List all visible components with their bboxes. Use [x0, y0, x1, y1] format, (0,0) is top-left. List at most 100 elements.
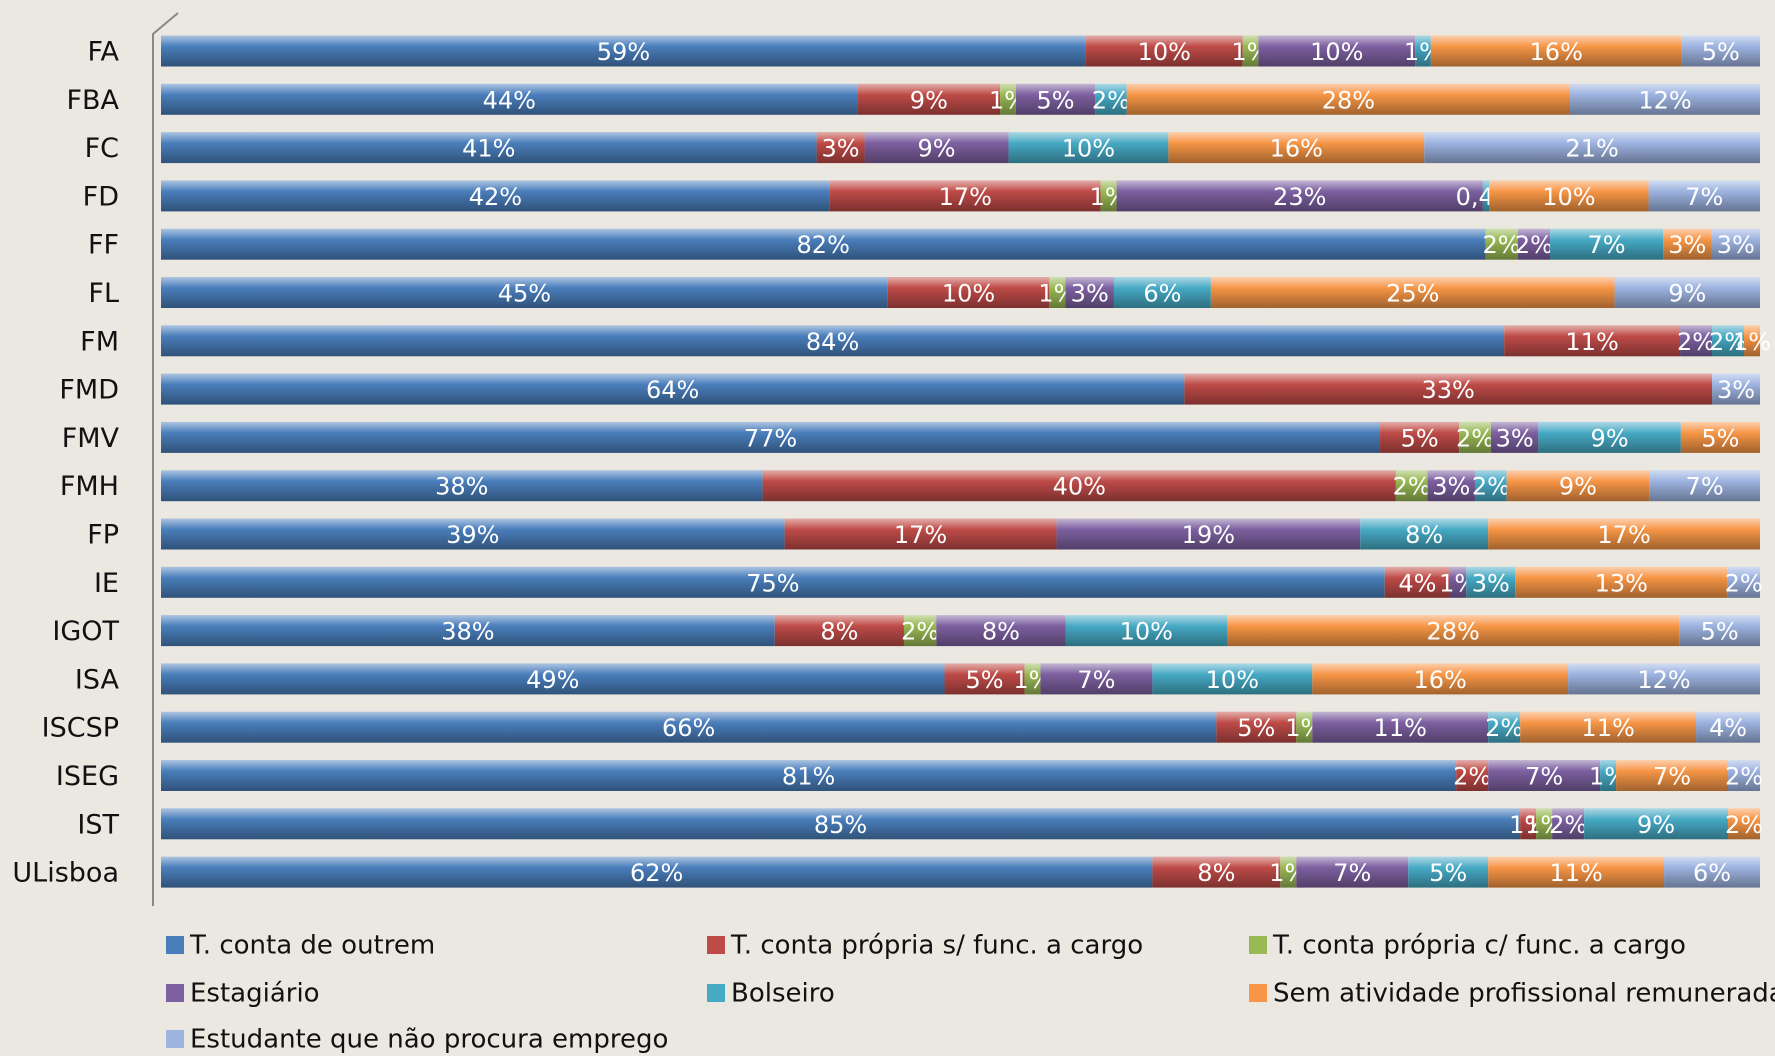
data-label: 5% [1701, 618, 1739, 646]
bar-segment [1380, 421, 1460, 453]
y-tick-label: IST [77, 809, 119, 840]
data-label: 17% [894, 521, 947, 549]
bar-segment [1126, 83, 1571, 115]
legend-label: Estudante que não procura emprego [190, 1025, 668, 1055]
bar-segment [161, 132, 817, 164]
bar-segment [1227, 615, 1680, 647]
bar-segment [1152, 856, 1281, 888]
bar-segment [1415, 35, 1431, 67]
y-tick-label: FD [83, 181, 119, 212]
bar-segment [161, 856, 1153, 888]
data-label: 28% [1322, 86, 1375, 114]
legend-label: Bolseiro [731, 979, 835, 1009]
data-label: 81% [782, 763, 835, 791]
bar-segment [1538, 421, 1681, 453]
bar-segment [1536, 808, 1553, 840]
data-label: 16% [1530, 38, 1583, 66]
data-label: 25% [1386, 280, 1439, 308]
bar-segment [1456, 760, 1489, 791]
bar-segment [1459, 421, 1491, 453]
data-label: 59% [597, 38, 650, 66]
data-label: 1% [1733, 328, 1771, 356]
data-label: 2% [1472, 473, 1510, 501]
data-label: 42% [469, 183, 522, 211]
bar-segment [1100, 180, 1117, 212]
data-label: 12% [1637, 666, 1690, 694]
data-label: 11% [1581, 714, 1634, 742]
bar-segment [1312, 711, 1489, 743]
bar-segment [1490, 421, 1539, 453]
data-label: 2% [1092, 86, 1130, 114]
data-label: 10% [1310, 38, 1363, 66]
bar-segment [1680, 325, 1713, 357]
data-label: 39% [446, 521, 499, 549]
bar-segment [1427, 470, 1476, 502]
data-label: 2% [1393, 473, 1431, 501]
data-label: 45% [498, 280, 551, 308]
y-tick-label: ISEG [56, 761, 119, 792]
data-label: 8% [1405, 521, 1443, 549]
data-label: 9% [917, 135, 955, 163]
data-label: 28% [1426, 618, 1479, 646]
data-label: 10% [1138, 38, 1191, 66]
bar-segment [857, 83, 1001, 115]
bar-segment [1550, 228, 1664, 260]
bar-segment [161, 760, 1457, 791]
bar-segment [1296, 856, 1409, 888]
data-label: 44% [483, 86, 536, 114]
data-label: 17% [939, 183, 992, 211]
data-label: 62% [630, 859, 683, 887]
bar-segment [1296, 711, 1313, 743]
bar-segment [161, 711, 1217, 743]
bar-segment [161, 373, 1185, 405]
data-label: 21% [1565, 135, 1618, 163]
data-label: 77% [744, 424, 797, 452]
bar-segment [1515, 566, 1728, 598]
data-label: 12% [1638, 86, 1691, 114]
bar-segment [161, 566, 1385, 598]
bar-segment [1408, 856, 1489, 888]
y-tick-label: ULisboa [12, 858, 119, 889]
data-label: 2% [1677, 328, 1715, 356]
y-tick-label: FBA [66, 85, 119, 116]
bar-segment [1570, 83, 1760, 115]
bar-segment [944, 663, 1025, 695]
bar-segment [161, 808, 1521, 840]
data-label: 9% [1668, 280, 1706, 308]
bar-segment [774, 615, 904, 647]
bar-segment [1424, 132, 1760, 164]
bar-segment [1712, 373, 1760, 405]
data-label: 8% [982, 618, 1020, 646]
data-label: 7% [1653, 763, 1691, 791]
data-label: 7% [1333, 859, 1371, 887]
y-tick-label: FMV [62, 423, 120, 454]
y-tick-label: FP [87, 520, 119, 551]
bar-segment [1312, 663, 1569, 695]
data-label: 2% [1453, 763, 1491, 791]
bar-segment [1488, 856, 1665, 888]
legend-swatch [166, 1030, 184, 1048]
bar-segment [1552, 808, 1585, 840]
data-label: 49% [526, 666, 579, 694]
data-label: 17% [1597, 521, 1650, 549]
bar-segment [1475, 470, 1507, 502]
bar-segment [903, 615, 937, 647]
bar-segment [1482, 180, 1490, 212]
data-label: 16% [1270, 135, 1323, 163]
bar-segment [1488, 518, 1760, 550]
bar-segment [829, 180, 1101, 212]
bar-segment [1728, 760, 1760, 791]
data-label: 2% [1725, 763, 1763, 791]
data-label: 19% [1182, 521, 1235, 549]
data-label: 66% [662, 714, 715, 742]
y-tick-label: FC [85, 133, 119, 164]
data-label: 64% [646, 376, 699, 404]
data-label: 13% [1595, 569, 1648, 597]
bar-segment [161, 470, 763, 502]
bar-segment [1168, 132, 1425, 164]
data-label: 33% [1422, 376, 1475, 404]
bar-segment [1449, 566, 1467, 598]
data-label: 7% [1588, 231, 1626, 259]
